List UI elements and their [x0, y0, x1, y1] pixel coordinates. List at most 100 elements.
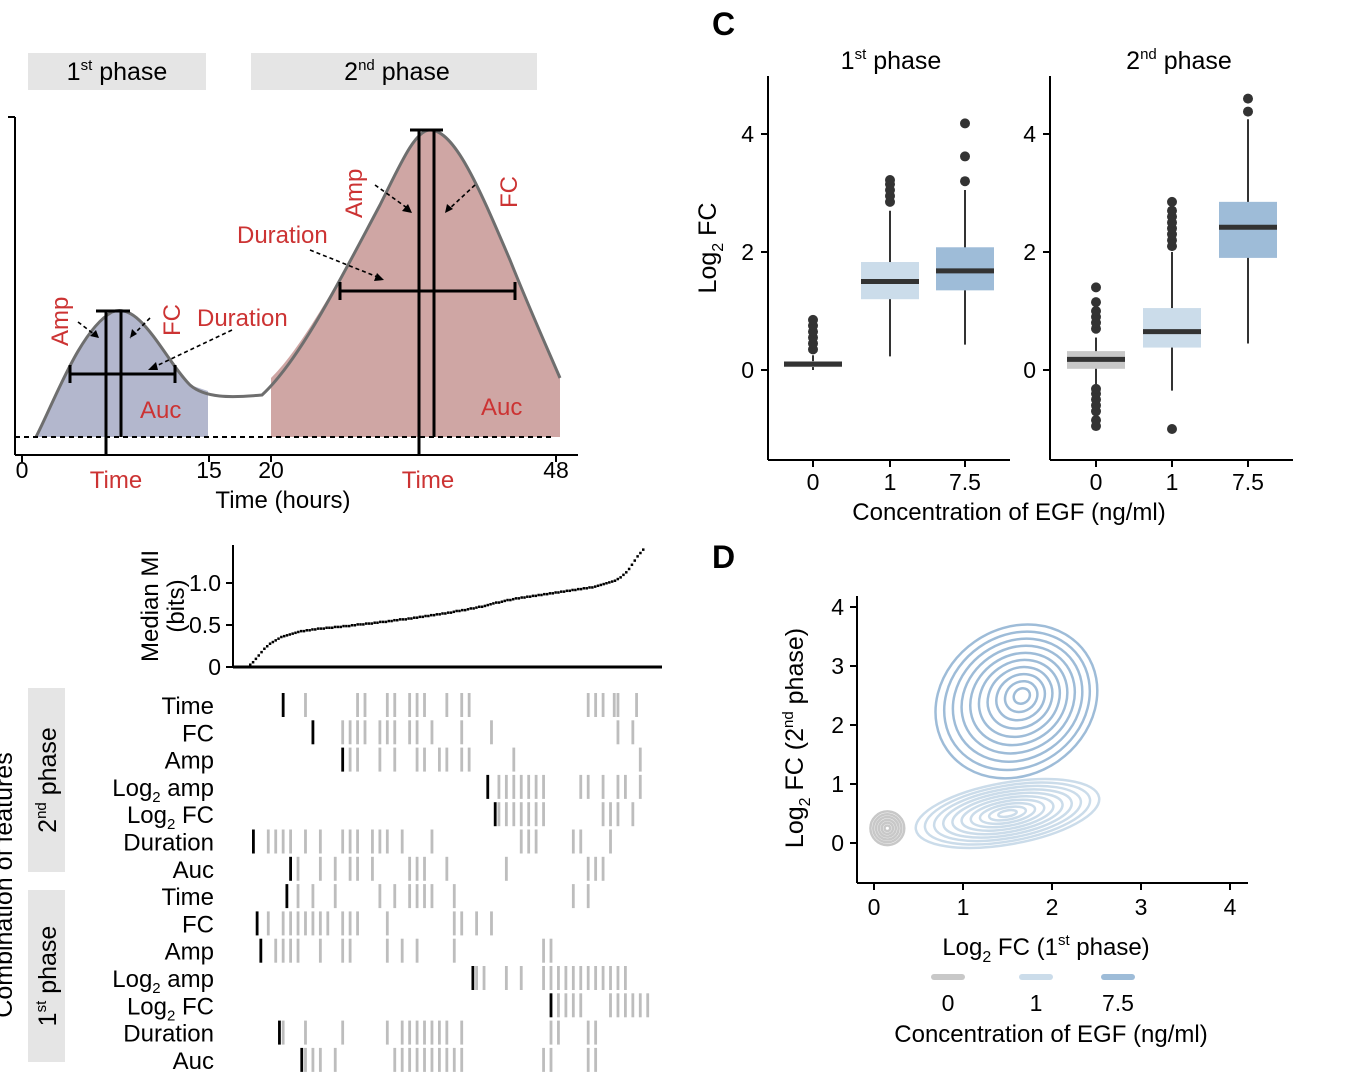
arrow-amp2	[374, 184, 411, 211]
tile-cell	[549, 966, 553, 990]
mi-point	[483, 604, 487, 608]
tile-cell	[504, 774, 508, 799]
tile-cell	[296, 911, 300, 936]
tile-cell	[393, 693, 397, 717]
tile-cell	[557, 1020, 560, 1045]
arrow-heads	[90, 204, 453, 370]
group-1st-phase-box	[28, 890, 65, 1062]
tile-cell	[356, 720, 359, 745]
tile-cell	[430, 1020, 434, 1045]
mi-point	[616, 577, 620, 581]
tile-cell	[467, 693, 471, 717]
tile-cell	[571, 829, 575, 854]
box-outlier	[1243, 106, 1253, 117]
mi-point	[387, 619, 391, 623]
tile-cell	[415, 884, 419, 909]
mi-point	[302, 629, 306, 633]
row-label: Time	[162, 693, 214, 720]
mi-point	[576, 587, 580, 591]
tile-cell	[356, 747, 359, 772]
c-x-tick-label: 1	[884, 469, 897, 495]
tile-cell	[385, 720, 389, 745]
tile-cell	[363, 693, 367, 717]
mi-point	[260, 650, 263, 654]
mi-point	[562, 590, 566, 593]
mi-point	[274, 639, 277, 642]
tile-cell-best	[549, 993, 553, 1018]
tile-cell	[341, 911, 345, 936]
tile-cell	[616, 993, 620, 1018]
mi-point	[418, 615, 422, 619]
mi-point	[639, 551, 642, 555]
mi-point	[486, 603, 489, 607]
tile-cell	[430, 884, 434, 909]
phase1-measures	[68, 309, 177, 455]
mi-point	[534, 594, 538, 598]
arrow-head	[445, 204, 453, 213]
tile-cell	[519, 774, 523, 799]
tile-cell	[527, 774, 531, 799]
d-y-tick-label: 1	[831, 771, 844, 797]
tile-cell	[519, 829, 523, 854]
tile-cell	[534, 774, 538, 799]
mi-point	[308, 629, 311, 632]
contour-line	[934, 623, 1099, 780]
mi-point	[285, 634, 289, 637]
tile-cell	[393, 884, 397, 909]
mi-point	[435, 613, 439, 616]
tile-cell	[296, 938, 300, 963]
tile-cell	[609, 993, 612, 1018]
tile-cell	[341, 720, 345, 745]
tile-cell	[438, 1020, 441, 1045]
contour-line	[986, 665, 1054, 730]
tile-cell	[512, 802, 516, 827]
tile-cell	[571, 884, 575, 909]
tile-cell	[594, 856, 598, 881]
tile-cell	[266, 829, 270, 854]
tile-cell	[445, 1047, 449, 1072]
tile-cell-best	[289, 856, 292, 881]
mi-point	[461, 608, 464, 612]
mi-point	[277, 637, 280, 640]
tile-cell	[438, 1047, 441, 1072]
tile-cell	[542, 966, 545, 990]
tile-cell	[415, 693, 419, 717]
arrow-head	[148, 362, 158, 370]
tile-cell	[415, 938, 419, 963]
tile-cell	[326, 911, 330, 936]
tile-cell	[616, 693, 620, 717]
mi-point	[322, 627, 326, 630]
tile-cell	[475, 911, 478, 936]
tile-cell	[348, 829, 352, 854]
mi-point	[347, 624, 351, 628]
mi-point	[359, 623, 362, 626]
contour-line	[877, 818, 898, 838]
tile-cell	[467, 747, 471, 772]
tile-cell	[534, 829, 538, 854]
tile-cell	[378, 829, 382, 854]
box-outlier	[960, 151, 970, 162]
group-2nd-phase-box	[28, 688, 65, 872]
tile-cell	[579, 829, 583, 854]
tile-cell	[616, 774, 620, 799]
mi-point	[537, 593, 540, 597]
mi-point	[424, 614, 427, 618]
mi-point	[444, 612, 447, 615]
tile-cell	[438, 747, 441, 772]
mi-point	[517, 597, 521, 600]
mi-point	[560, 590, 563, 593]
mi-point	[591, 586, 594, 589]
mi-point	[548, 592, 552, 595]
row-label: Time	[162, 884, 214, 911]
group-1st-phase-label: 1st phase	[33, 926, 62, 1027]
tile-cell	[452, 1047, 456, 1072]
d-y-tick-label: 3	[831, 653, 844, 679]
mi-point	[613, 579, 617, 582]
tile-cell	[594, 693, 598, 717]
contour-line	[960, 795, 1055, 832]
tile-cell	[311, 911, 315, 936]
d-x-tick-label: 4	[1224, 894, 1237, 920]
tile-cell	[356, 829, 359, 854]
row-label: Log2 amp	[112, 966, 214, 997]
mi-point	[466, 608, 470, 611]
